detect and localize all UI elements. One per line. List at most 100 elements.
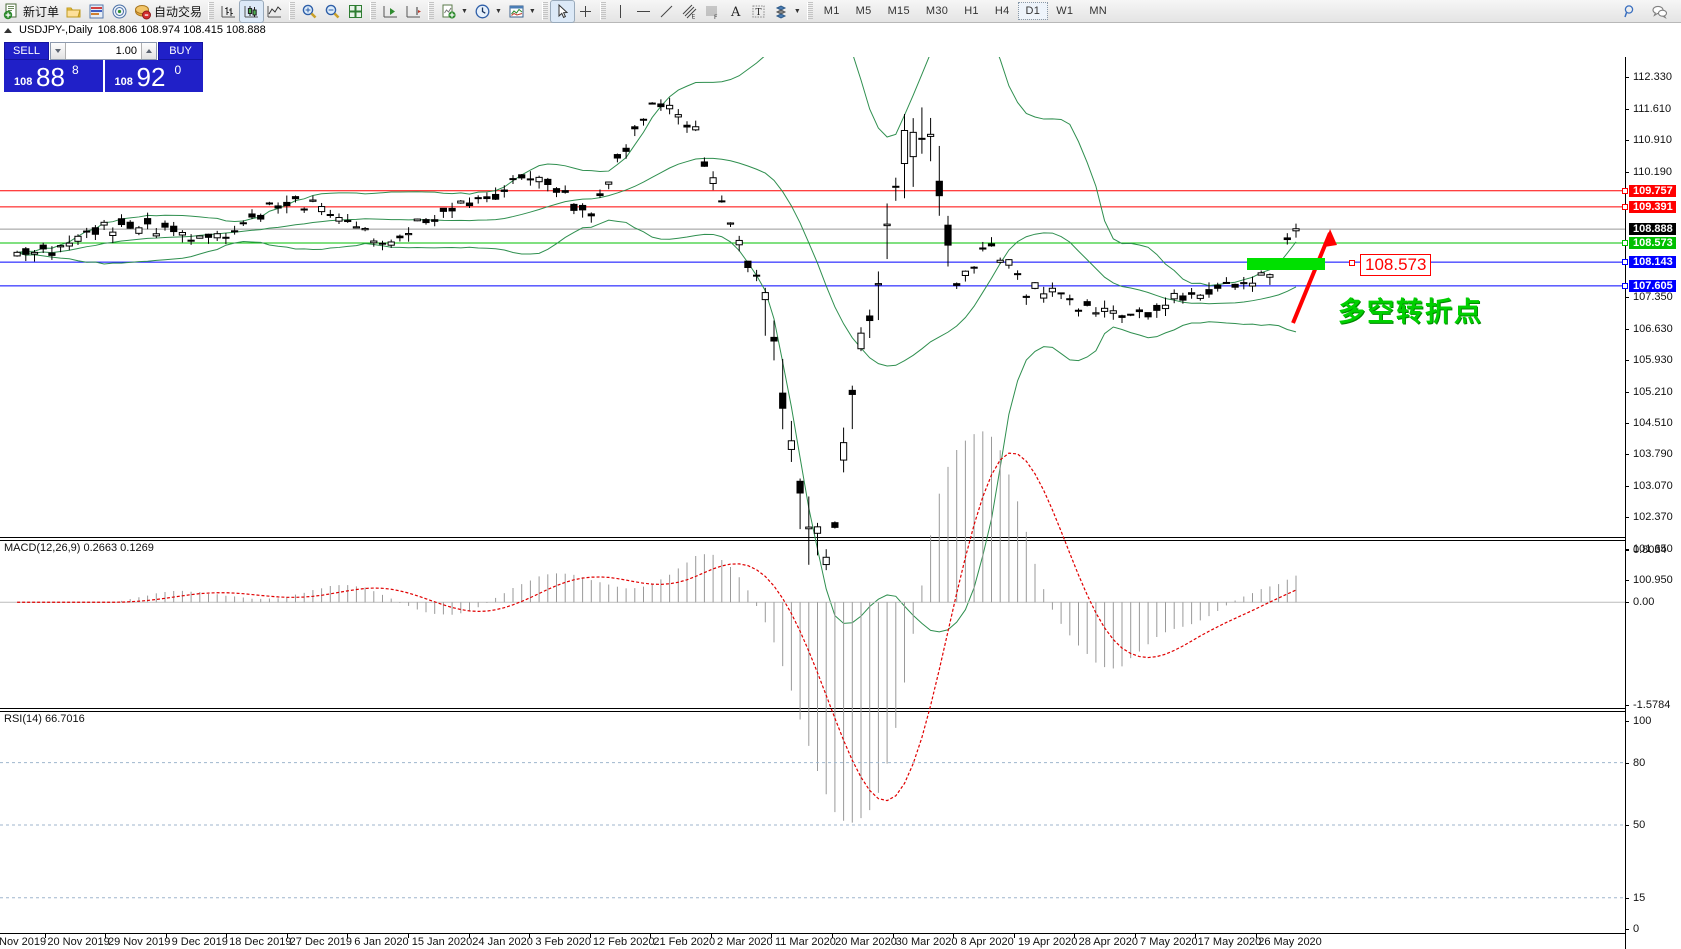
rsi-separator — [0, 708, 1625, 709]
indicators-button[interactable]: ▼ — [437, 1, 471, 22]
terminal-button[interactable] — [108, 1, 131, 22]
price-level-marker[interactable] — [1622, 282, 1628, 289]
oct-header: SELL 1.00 BUY — [4, 42, 203, 60]
data-window-button[interactable] — [62, 1, 85, 22]
date-tick: 29 Nov 2019 — [107, 936, 171, 948]
volume-stepper[interactable]: 1.00 — [50, 42, 157, 60]
symbol-bar: USDJPY-,Daily 108.806 108.974 108.415 10… — [0, 23, 1681, 37]
price-level-label[interactable]: 108.573 — [1629, 237, 1676, 250]
price-level-marker[interactable] — [1622, 259, 1628, 266]
expand-icon[interactable] — [4, 27, 12, 33]
shapes-button[interactable]: ▼ — [770, 1, 804, 22]
rsi-tick: 0 — [1626, 923, 1639, 935]
timeframe-w1-button[interactable]: W1 — [1056, 5, 1074, 17]
bar-chart-icon — [220, 3, 237, 20]
price-level-label[interactable]: 108.143 — [1629, 256, 1676, 269]
price-axis[interactable]: 112.330 111.610 110.910 110.190 107.350 106.6… — [1622, 57, 1681, 949]
macd-label: MACD(12,26,9) 0.2663 0.1269 — [4, 542, 154, 554]
volume-increase-button[interactable] — [141, 43, 156, 59]
price-level-marker[interactable] — [1622, 203, 1628, 210]
sell-price-block[interactable]: 108 88 8 — [4, 60, 103, 92]
chevron-down-icon[interactable]: ▼ — [461, 7, 468, 15]
macd-separator — [0, 537, 1625, 538]
buy-price-block[interactable]: 108 92 0 — [104, 60, 203, 92]
chevron-down-icon[interactable]: ▼ — [528, 7, 536, 15]
buy-price-pip: 0 — [174, 63, 182, 77]
date-separator — [710, 934, 712, 938]
date-separator — [286, 934, 288, 938]
new-order-button[interactable]: 新订单 — [0, 1, 62, 22]
candlestick-chart-button[interactable] — [239, 0, 265, 23]
timeframe-m15-button[interactable]: M15 — [887, 5, 910, 17]
grid-button[interactable] — [344, 1, 367, 22]
one-click-trading-panel[interactable]: SELL 1.00 BUY 108 88 8 108 92 0 — [4, 42, 203, 92]
search-button[interactable] — [1619, 1, 1642, 22]
chat-button[interactable] — [1648, 1, 1671, 22]
sell-price-pip: 8 — [72, 63, 79, 77]
vertical-line-icon — [612, 3, 629, 20]
price-level-label[interactable]: 109.757 — [1629, 184, 1676, 197]
new-order-icon — [3, 3, 20, 20]
price-level-label[interactable]: 109.391 — [1629, 200, 1676, 213]
chart-area[interactable]: 112.330 111.610 110.910 110.190 107.350 106.6… — [0, 57, 1681, 949]
price-tick: 111.610 — [1626, 103, 1671, 115]
autotrading-button[interactable]: 自动交易 — [131, 1, 205, 22]
highlight-rectangle[interactable] — [1247, 258, 1325, 270]
buy-button[interactable]: BUY — [158, 42, 203, 60]
timeframe-h1-button[interactable]: H1 — [964, 5, 979, 17]
navigator-button[interactable] — [85, 1, 108, 22]
date-tick: 19 Apr 2020 — [1018, 936, 1078, 948]
chinese-annotation[interactable]: 多空转折点 — [1338, 297, 1483, 328]
date-separator — [165, 934, 167, 938]
price-level-marker[interactable] — [1622, 240, 1628, 247]
price-tick: 105.930 — [1626, 354, 1673, 366]
auto-scroll-button[interactable] — [379, 1, 402, 22]
chevron-down-icon[interactable]: ▼ — [793, 7, 801, 15]
volume-input[interactable]: 1.00 — [115, 45, 137, 57]
horizontal-line-button[interactable] — [632, 1, 655, 22]
price-tick: 103.070 — [1626, 480, 1673, 492]
price-level-label[interactable]: 107.605 — [1629, 279, 1676, 292]
macd-separator-2 — [0, 540, 1625, 541]
equidistant-channel-button[interactable]: E — [678, 1, 701, 22]
autotrading-label: 自动交易 — [154, 4, 203, 19]
svg-text:T: T — [755, 8, 761, 18]
templates-button[interactable]: ▼ — [505, 1, 539, 22]
zoom-in-button[interactable] — [298, 1, 321, 22]
zoom-out-button[interactable] — [321, 1, 344, 22]
vertical-line-button[interactable] — [609, 1, 632, 22]
timeframe-m1-button[interactable]: M1 — [823, 5, 840, 17]
timeframe-h4-button[interactable]: H4 — [994, 5, 1010, 17]
chart-shift-button[interactable] — [402, 1, 425, 22]
text-label-button[interactable]: T — [747, 1, 770, 22]
cursor-button[interactable] — [549, 0, 575, 23]
chevron-up-icon — [146, 49, 152, 53]
price-tag-label[interactable]: 108.573 — [1360, 254, 1432, 276]
date-tick: 20 Mar 2020 — [835, 936, 897, 948]
volume-decrease-button[interactable] — [51, 43, 66, 59]
timeframe-d1-button[interactable]: D1 — [1017, 2, 1049, 20]
timeframe-m30-button[interactable]: M30 — [925, 5, 949, 17]
sell-button[interactable]: SELL — [4, 42, 49, 60]
price-tick: 106.630 — [1626, 323, 1673, 335]
bar-chart-button[interactable] — [217, 1, 240, 22]
crosshair-button[interactable] — [574, 1, 597, 22]
price-level-label[interactable]: 108.888 — [1629, 223, 1676, 236]
timeframe-m5-button[interactable]: M5 — [855, 5, 872, 17]
date-tick: 17 May 2020 — [1197, 936, 1262, 948]
trendline-button[interactable] — [655, 1, 678, 22]
line-chart-button[interactable] — [263, 1, 286, 22]
candlestick-icon — [243, 3, 260, 20]
text-button[interactable]: A — [724, 1, 747, 22]
price-level-marker[interactable] — [1622, 187, 1628, 194]
chevron-down-icon[interactable]: ▼ — [494, 7, 502, 15]
folder-icon — [65, 3, 82, 20]
chart-canvas[interactable] — [0, 57, 1625, 949]
fibonacci-button[interactable]: F — [701, 1, 724, 22]
date-separator — [953, 934, 955, 938]
price-tick: 103.790 — [1626, 448, 1673, 460]
periods-button[interactable]: ▼ — [471, 1, 505, 22]
price-tag-anchor[interactable] — [1349, 260, 1355, 266]
timeframe-mn-button[interactable]: MN — [1089, 5, 1108, 17]
